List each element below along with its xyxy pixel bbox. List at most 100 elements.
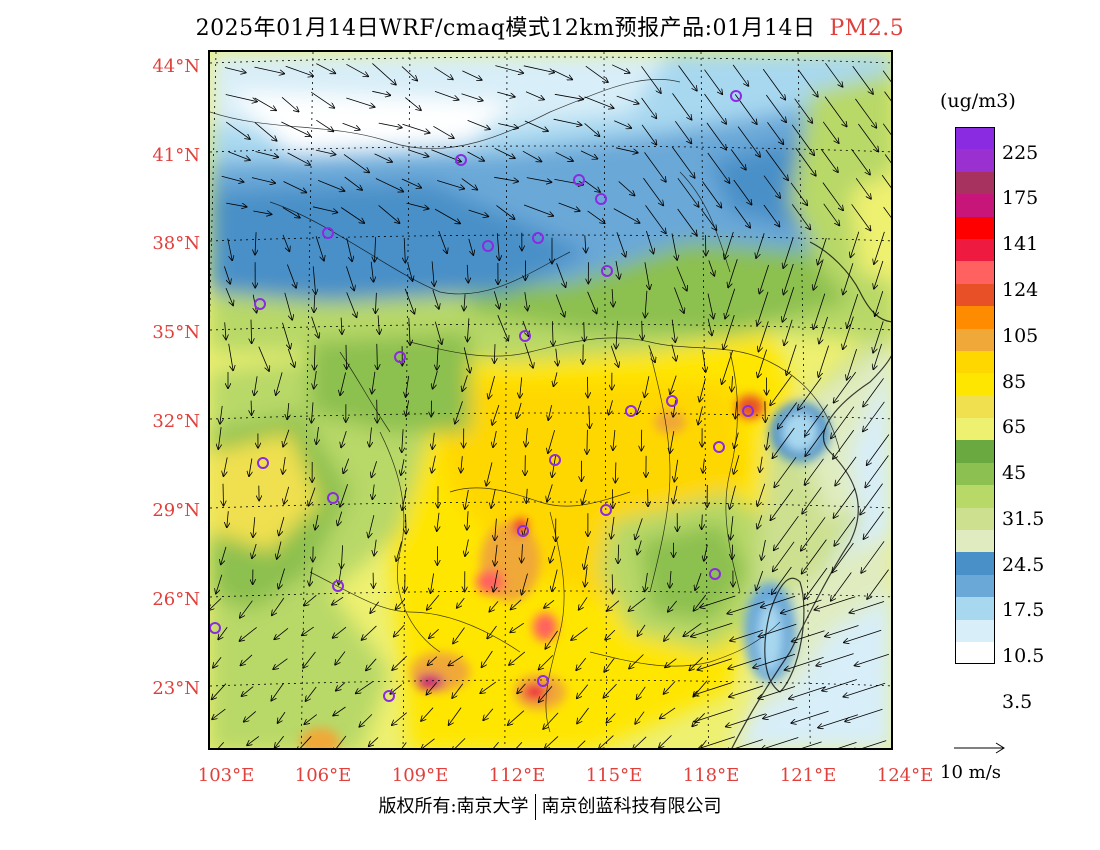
wind-vector: [494, 147, 515, 158]
wind-vector: [468, 209, 489, 216]
wind-vector: [225, 322, 226, 339]
wind-vector: [434, 91, 458, 99]
wind-vector: [314, 294, 315, 312]
lat-label-38: 38°N: [152, 233, 200, 254]
wind-vector: [336, 682, 346, 690]
wind-vector: [725, 231, 734, 259]
wind-vector: [218, 627, 228, 639]
wind-vector: [525, 292, 528, 310]
wind-vector: [552, 455, 557, 477]
wind-vector: [368, 515, 375, 537]
wind-vector: [772, 566, 792, 594]
wind-vector: [224, 67, 246, 73]
wind-vector: [213, 657, 222, 667]
wind-vector: [543, 712, 559, 729]
wind-vector: [670, 431, 675, 453]
wind-vector: [407, 149, 428, 157]
wind-reference-arrow-icon: [954, 742, 1005, 754]
wind-vector: [791, 204, 810, 229]
city-marker: [383, 690, 395, 702]
wind-vector: [773, 427, 795, 458]
wind-vector: [342, 122, 360, 130]
wind-vector: [671, 233, 677, 260]
wind-vector: [496, 205, 514, 219]
wind-vector: [801, 517, 826, 550]
wind-vector: [818, 237, 827, 264]
city-marker: [455, 154, 467, 166]
wind-vector: [545, 630, 558, 649]
wind-vector: [225, 121, 250, 139]
wind-vector: [281, 121, 310, 136]
wind-vector: [558, 202, 580, 211]
wind-vector: [491, 489, 496, 508]
wind-vector: [761, 737, 799, 748]
wind-vector: [604, 683, 617, 697]
wind-vector: [704, 93, 727, 124]
wind-vector: [706, 122, 726, 150]
wind-vector: [372, 63, 395, 84]
wind-vector: [823, 203, 840, 226]
wind-vector: [703, 458, 705, 473]
wind-vector: [644, 152, 666, 181]
wind-vector: [433, 370, 438, 389]
legend-swatch: [955, 597, 995, 620]
wind-vector: [694, 682, 733, 696]
wind-vector: [550, 545, 556, 563]
wind-vector: [255, 232, 256, 254]
longitude-gridline: [402, 52, 411, 748]
wind-vector: [851, 204, 871, 230]
wind-vector: [552, 569, 558, 592]
wind-vector: [707, 152, 730, 183]
wind-vector: [629, 654, 644, 669]
wind-vector: [406, 515, 407, 534]
pm25-map: [208, 50, 893, 750]
wind-vector: [805, 404, 829, 436]
wind-vector: [282, 322, 291, 349]
wind-vector: [618, 544, 619, 564]
legend-unit: (ug/m3): [940, 90, 1016, 112]
latitude-gridline: [210, 145, 891, 153]
footer-divider: [534, 794, 536, 820]
wind-vector: [825, 62, 842, 86]
wind-vector: [220, 405, 222, 424]
wind-vector: [240, 627, 257, 641]
wind-vector: [427, 594, 440, 610]
wind-vector: [254, 97, 276, 110]
wind-vector: [428, 656, 438, 665]
wind-vector: [555, 151, 573, 161]
wind-vector: [421, 707, 434, 721]
wind-vector: [461, 178, 477, 190]
wind-vector: [673, 400, 676, 417]
wind-vector: [847, 348, 857, 380]
wind-vector: [305, 714, 317, 725]
wind-vector: [881, 174, 891, 189]
wind-vector: [704, 69, 723, 94]
wind-vector: [306, 686, 317, 701]
wind-vector: [548, 430, 555, 453]
wind-vector: [698, 406, 703, 425]
wind-vector: [730, 629, 764, 641]
wind-vector: [279, 568, 285, 589]
wind-vector: [406, 202, 429, 209]
wind-vector: [759, 264, 769, 293]
city-marker: [257, 457, 269, 469]
wind-vector: [404, 288, 414, 314]
wind-vector: [704, 544, 708, 561]
legend-label-17-5: 17.5: [1002, 599, 1045, 621]
wind-vector: [341, 430, 347, 447]
wind-vector: [759, 321, 769, 351]
wind-vector: [346, 63, 368, 76]
wind-vector: [702, 181, 721, 207]
wind-vector: [833, 429, 855, 459]
wind-vector: [392, 712, 407, 725]
wind-vector: [247, 736, 260, 745]
wind-vector: [867, 569, 889, 599]
wind-vector: [554, 179, 584, 184]
wind-vector: [584, 546, 589, 569]
wind-vector: [333, 626, 347, 638]
wind-vector: [730, 516, 733, 539]
wind-vector: [304, 594, 317, 605]
wind-vector: [251, 177, 275, 184]
wind-vector: [576, 657, 587, 670]
wind-vector: [394, 624, 405, 637]
